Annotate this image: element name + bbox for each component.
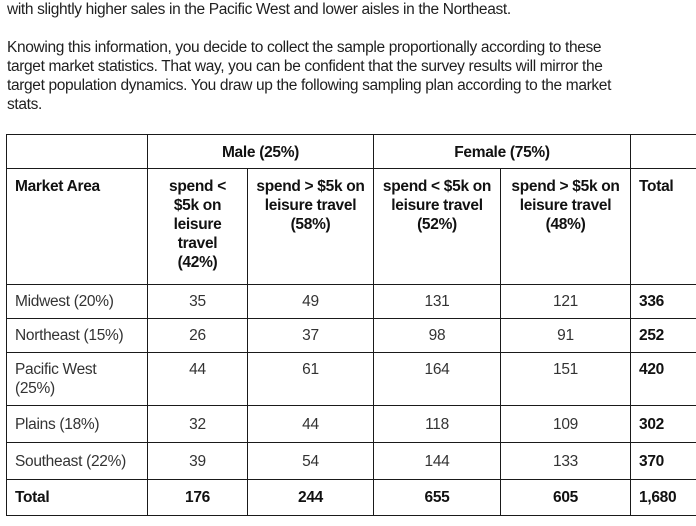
column-header-female-gt5k: spend > $5k on leisure travel (48%)	[499, 168, 632, 285]
paragraph-line: target market statistics. That way, you …	[7, 58, 603, 75]
cell-male-gt5k: 49	[247, 284, 374, 319]
cell-male-lt5k: 44	[147, 352, 248, 406]
paragraph-line: target population dynamics. You draw up …	[7, 77, 612, 94]
column-header-male-lt5k: spend < $5k on leisure travel (42%)	[147, 168, 248, 285]
cell-female-gt5k: 133	[499, 442, 632, 480]
table-row: Northeast (15%) 26 37 98 91 252	[6, 318, 696, 353]
cell-female-lt5k: 164	[373, 352, 501, 406]
cell-female-gt5k: 109	[499, 405, 632, 443]
column-header-market-area: Market Area	[6, 168, 148, 285]
table-group-header-row: Male (25%) Female (75%)	[6, 134, 696, 169]
cell-male-lt5k: 39	[147, 442, 248, 480]
cell-male-gt5k: 44	[247, 405, 374, 443]
cell-female-lt5k: 144	[373, 442, 501, 480]
table-row: Pacific West (25%) 44 61 164 151 420	[6, 352, 696, 406]
table-row: Southeast (22%) 39 54 144 133 370	[6, 442, 696, 480]
total-female-gt5k: 605	[499, 479, 632, 516]
table-column-header-row: Market Area spend < $5k on leisure trave…	[6, 168, 696, 285]
cell-female-lt5k: 98	[373, 318, 501, 353]
group-header-total-blank	[630, 134, 696, 169]
sampling-plan-table: Male (25%) Female (75%) Market Area spen…	[6, 134, 696, 516]
group-header-female: Female (75%)	[372, 134, 632, 169]
cell-female-lt5k: 118	[373, 405, 501, 443]
paragraph-sampling-explanation: Knowing this information, you decide to …	[7, 38, 611, 114]
total-male-lt5k: 176	[147, 479, 248, 516]
row-label-southeast: Southeast (22%)	[6, 442, 148, 480]
cell-female-gt5k: 151	[499, 352, 632, 406]
cell-male-gt5k: 37	[247, 318, 374, 353]
cell-male-lt5k: 32	[147, 405, 248, 443]
column-header-male-gt5k: spend > $5k on leisure travel (58%)	[247, 168, 374, 285]
cell-female-gt5k: 91	[499, 318, 632, 353]
paragraph-line: Knowing this information, you decide to …	[7, 39, 602, 56]
cell-row-total: 420	[630, 352, 696, 406]
row-label-northeast: Northeast (15%)	[6, 318, 148, 353]
total-female-lt5k: 655	[373, 479, 501, 516]
row-label-pacific-west: Pacific West (25%)	[6, 352, 148, 406]
cell-row-total: 302	[630, 405, 696, 443]
group-header-male: Male (25%)	[147, 134, 374, 169]
column-header-total: Total	[630, 168, 696, 285]
row-label-midwest: Midwest (20%)	[6, 284, 148, 319]
row-label-plains: Plains (18%)	[6, 405, 148, 443]
cell-male-lt5k: 35	[147, 284, 248, 319]
table-row: Midwest (20%) 35 49 131 121 336	[6, 284, 696, 319]
cell-female-gt5k: 121	[499, 284, 632, 319]
cell-male-lt5k: 26	[147, 318, 248, 353]
cell-row-total: 252	[630, 318, 696, 353]
totals-label: Total	[6, 479, 148, 516]
cell-row-total: 336	[630, 284, 696, 319]
column-header-female-lt5k: spend < $5k on leisure travel (52%)	[373, 168, 501, 285]
group-header-blank	[6, 134, 148, 169]
paragraph-intro-end: with slightly higher sales in the Pacifi…	[7, 1, 511, 18]
total-male-gt5k: 244	[247, 479, 374, 516]
table-totals-row: Total 176 244 655 605 1,680	[6, 479, 696, 516]
table-row: Plains (18%) 32 44 118 109 302	[6, 405, 696, 443]
cell-row-total: 370	[630, 442, 696, 480]
cell-male-gt5k: 61	[247, 352, 374, 406]
cell-female-lt5k: 131	[373, 284, 501, 319]
paragraph-line: stats.	[7, 96, 42, 113]
grand-total: 1,680	[630, 479, 696, 516]
cell-male-gt5k: 54	[247, 442, 374, 480]
